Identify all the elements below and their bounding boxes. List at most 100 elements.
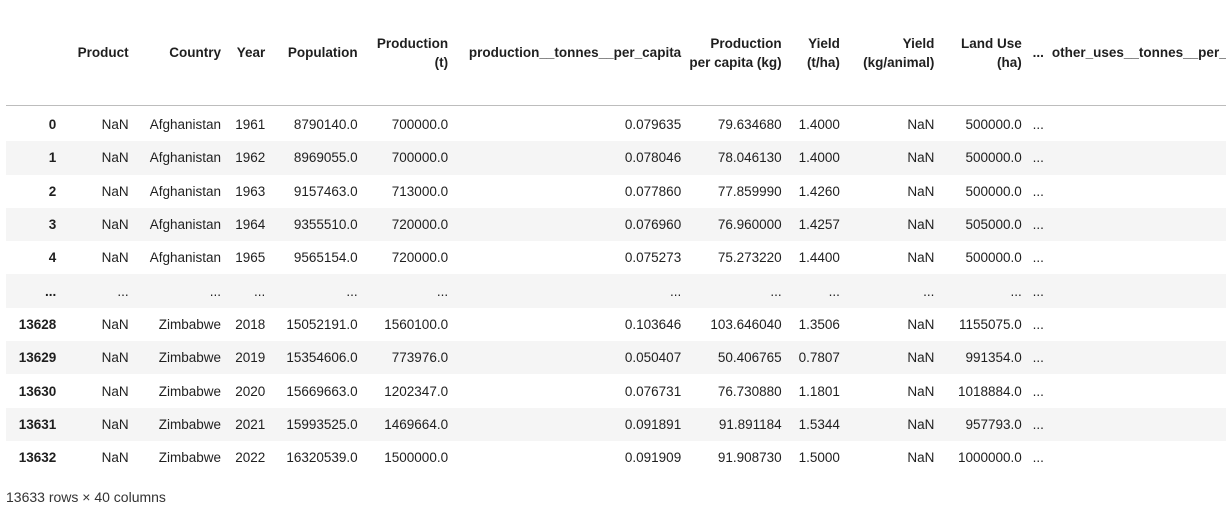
dataframe-body: 0 NaN Afghanistan 1961 8790140.0 700000.0 0.07… <box>6 106 1226 475</box>
table-cell-other_uses: Nal <box>1048 141 1226 174</box>
table-cell-ellipsis: ... <box>1032 183 1044 199</box>
table-cell-production_t: 720000.0 <box>391 217 449 233</box>
table-cell-product: NaN <box>101 250 129 266</box>
table-cell-ellipsis: ... <box>1032 117 1044 133</box>
table-cell-production_t: 700000.0 <box>391 117 449 133</box>
table-cell-yield_t_ha: ... <box>828 283 840 299</box>
table-row: 1 NaN Afghanistan 1962 8969055.0 700000.0 0.07… <box>6 141 1226 175</box>
table-cell-yield_kg_animal: NaN <box>907 217 935 233</box>
table-cell-product: NaN <box>101 383 129 399</box>
index-header <box>6 0 61 106</box>
table-cell-yield_kg_animal: NaN <box>907 183 935 199</box>
table-cell-product: NaN <box>101 416 129 432</box>
table-cell-production_tonnes_per_capita: 0.076960 <box>624 217 682 233</box>
table-cell-ellipsis: ... <box>1032 283 1044 299</box>
table-cell-population: 15669663.0 <box>286 383 358 399</box>
table-cell-production_t: 1469664.0 <box>384 416 449 432</box>
table-cell-country: Zimbabwe <box>158 350 222 366</box>
table-cell-land_use_ha: 500000.0 <box>965 150 1022 166</box>
table-cell-year: 1964 <box>235 217 266 233</box>
table-cell-production_t: 1202347.0 <box>384 383 449 399</box>
table-cell-yield_t_ha: 1.4400 <box>798 250 840 266</box>
column-header-population: Population <box>269 0 362 106</box>
table-cell-production_per_capita_kg: 91.908730 <box>717 450 782 466</box>
row-index: ... <box>44 283 57 299</box>
table-cell-yield_kg_animal: ... <box>923 283 935 299</box>
table-cell-other_uses: Nal <box>1048 208 1226 241</box>
table-row: 13630 NaN Zimbabwe 2020 15669663.0 1202347.0 0… <box>6 374 1226 407</box>
table-cell-ellipsis: ... <box>1032 250 1044 266</box>
table-cell-yield_kg_animal: NaN <box>907 250 935 266</box>
table-cell-production_t: 713000.0 <box>391 183 449 199</box>
dataframe-output: Product Country Year Population Producti… <box>6 0 1226 512</box>
table-cell-other_uses: Nal <box>1048 408 1226 441</box>
row-index: 4 <box>48 250 57 266</box>
table-cell-production_t: 1500000.0 <box>384 450 449 466</box>
table-cell-ellipsis: ... <box>1032 150 1044 166</box>
table-cell-land_use_ha: 505000.0 <box>965 217 1022 233</box>
table-cell-production_tonnes_per_capita: 0.079635 <box>624 117 682 133</box>
dataframe-shape-summary: 13633 rows × 40 columns <box>6 489 166 505</box>
table-cell-production_per_capita_kg: 79.634680 <box>717 117 782 133</box>
column-header-country: Country <box>132 0 226 106</box>
table-cell-production_tonnes_per_capita: 0.075273 <box>624 250 682 266</box>
table-cell-land_use_ha: 991354.0 <box>965 350 1022 366</box>
table-cell-land_use_ha: 1155075.0 <box>958 316 1022 332</box>
table-row: 13628 NaN Zimbabwe 2018 15052191.0 1560100.0 0… <box>6 308 1226 341</box>
table-cell-population: ... <box>346 283 358 299</box>
table-cell-population: 9355510.0 <box>293 217 358 233</box>
table-cell-production_per_capita_kg: 78.046130 <box>717 150 782 166</box>
row-index: 13630 <box>18 383 57 399</box>
table-cell-country: Afghanistan <box>149 217 222 233</box>
column-header-yield-kg-animal: Yield (kg/animal) <box>843 0 939 106</box>
table-cell-product: NaN <box>101 316 129 332</box>
table-cell-yield_kg_animal: NaN <box>907 350 935 366</box>
table-cell-other_uses: Nal <box>1048 175 1226 208</box>
table-cell-population: 8790140.0 <box>293 117 358 133</box>
table-cell-production_per_capita_kg: 50.406765 <box>717 350 782 366</box>
table-cell-population: 9157463.0 <box>293 183 358 199</box>
table-cell-ellipsis: ... <box>1032 350 1044 366</box>
row-index: 13631 <box>18 416 57 432</box>
table-row: 13632 NaN Zimbabwe 2022 16320539.0 1500000.0 0… <box>6 441 1226 474</box>
table-cell-production_per_capita_kg: 76.960000 <box>717 217 782 233</box>
table-cell-production_tonnes_per_capita: 0.076731 <box>624 383 682 399</box>
table-cell-yield_t_ha: 1.4257 <box>798 217 840 233</box>
column-header-product: Product <box>60 0 133 106</box>
table-cell-yield_t_ha: 1.4260 <box>798 183 840 199</box>
table-row: 4 NaN Afghanistan 1965 9565154.0 720000.0 0.07… <box>6 241 1226 274</box>
table-cell-yield_kg_animal: NaN <box>907 383 935 399</box>
table-cell-production_t: 700000.0 <box>391 150 449 166</box>
table-cell-other_uses: Nal <box>1048 341 1226 374</box>
table-cell-country: Afghanistan <box>149 117 222 133</box>
row-index: 13629 <box>18 350 57 366</box>
table-cell-year: 2020 <box>235 383 266 399</box>
table-cell-land_use_ha: 500000.0 <box>965 183 1022 199</box>
table-cell-yield_t_ha: 1.4000 <box>798 117 840 133</box>
table-cell-production_t: 720000.0 <box>391 250 449 266</box>
table-cell-product: NaN <box>101 217 129 233</box>
table-row: 3 NaN Afghanistan 1964 9355510.0 720000.0 0.07… <box>6 207 1226 242</box>
table-cell-land_use_ha: 1018884.0 <box>957 383 1022 399</box>
table-cell-yield_t_ha: 1.5344 <box>798 416 840 432</box>
table-cell-land_use_ha: 500000.0 <box>965 250 1022 266</box>
table-cell-population: 15993525.0 <box>286 416 358 432</box>
table-cell-yield_kg_animal: NaN <box>907 150 935 166</box>
row-index: 3 <box>48 217 57 233</box>
table-cell-country: Zimbabwe <box>158 450 222 466</box>
table-cell-production_tonnes_per_capita: 0.091891 <box>624 416 682 432</box>
table-cell-ellipsis: ... <box>1032 383 1044 399</box>
table-row: 13629 NaN Zimbabwe 2019 15354606.0 773976.0 0.… <box>6 341 1226 375</box>
column-header-land-use-ha: Land Use (ha) <box>938 0 1026 106</box>
table-cell-country: Afghanistan <box>149 250 222 266</box>
table-cell-land_use_ha: 500000.0 <box>965 117 1022 133</box>
table-cell-ellipsis: ... <box>1032 217 1044 233</box>
column-header-production-per-capita-kg: Production per capita (kg) <box>685 0 786 106</box>
column-header-ellipsis: ... <box>1025 0 1048 106</box>
table-cell-other_uses: ... <box>1048 274 1226 307</box>
table-cell-population: 15052191.0 <box>286 316 358 332</box>
table-cell-production_t: ... <box>436 283 449 299</box>
table-cell-yield_t_ha: 1.5000 <box>798 450 840 466</box>
column-header-production-t: Production (t) <box>361 0 453 106</box>
column-header-other-uses: other_uses__tonnes__per_capit <box>1047 0 1226 106</box>
